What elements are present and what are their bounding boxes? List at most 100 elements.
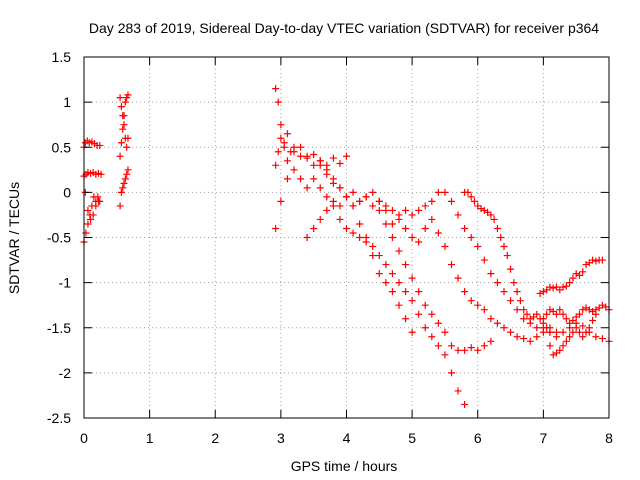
data-point (487, 270, 495, 278)
data-point (598, 335, 606, 343)
data-point (274, 148, 282, 156)
data-point (461, 288, 469, 296)
data-point (569, 274, 577, 282)
data-point (572, 324, 580, 332)
data-point (117, 139, 125, 147)
data-point (467, 193, 475, 201)
data-point (272, 161, 280, 169)
data-point (356, 234, 364, 241)
data-point (575, 271, 583, 279)
data-point (500, 288, 508, 296)
data-point (94, 193, 102, 201)
data-point (272, 224, 280, 232)
data-point (556, 346, 564, 354)
data-point (303, 184, 311, 192)
x-tick-label: 0 (80, 430, 88, 446)
data-point (121, 98, 129, 106)
data-point (523, 310, 531, 318)
x-tick-label: 7 (539, 430, 547, 446)
data-point (277, 197, 285, 205)
data-point (408, 328, 416, 336)
data-point (562, 282, 570, 290)
data-point (533, 310, 541, 318)
data-point (507, 265, 515, 273)
data-point (467, 234, 475, 241)
series-track-m (375, 188, 613, 345)
data-point (589, 256, 597, 264)
data-point (454, 387, 462, 395)
data-point (349, 188, 357, 196)
data-point (434, 229, 442, 237)
data-point (428, 197, 436, 205)
data-point (297, 143, 305, 151)
data-point (395, 301, 403, 309)
series-track-l (316, 161, 560, 345)
x-tick-label: 4 (343, 430, 351, 446)
data-point (464, 188, 472, 196)
data-point (96, 141, 104, 149)
data-point (116, 202, 124, 210)
data-point (549, 351, 557, 359)
data-point (507, 297, 515, 305)
data-point (119, 184, 127, 192)
data-point (277, 134, 285, 142)
chart-title: Day 283 of 2019, Sidereal Day-to-day VTE… (89, 20, 599, 36)
data-point (497, 234, 505, 241)
x-tick-label: 1 (146, 430, 154, 446)
data-point (388, 206, 396, 214)
data-point (448, 261, 455, 269)
data-point (490, 215, 498, 223)
y-tick-label: 1.5 (52, 49, 72, 65)
data-point (559, 283, 567, 291)
data-point (329, 154, 337, 162)
data-point (526, 315, 534, 323)
data-point (543, 324, 551, 332)
y-tick-label: -0.5 (47, 230, 71, 246)
series-track-q (546, 310, 600, 359)
series-track-j (272, 143, 469, 408)
data-point (349, 202, 357, 210)
data-point (343, 224, 350, 232)
data-point (123, 143, 131, 151)
data-point (310, 150, 318, 158)
data-point (329, 197, 337, 205)
data-point (510, 279, 518, 287)
data-point (274, 98, 282, 106)
data-point (526, 337, 534, 345)
x-tick-label: 2 (211, 430, 219, 446)
series-track-o (536, 256, 606, 297)
data-point (124, 91, 132, 99)
data-point (336, 202, 344, 210)
data-point (592, 310, 600, 318)
data-point (421, 224, 429, 232)
data-point (559, 310, 567, 318)
data-point (441, 188, 449, 196)
data-point (589, 317, 597, 325)
data-point (375, 270, 383, 278)
data-point (415, 310, 423, 318)
data-point (402, 288, 410, 296)
data-point (428, 215, 436, 223)
data-point (533, 324, 541, 332)
data-point (402, 315, 410, 323)
data-point (549, 284, 557, 292)
data-point (395, 247, 403, 255)
data-point (421, 202, 429, 210)
data-point (303, 152, 311, 160)
data-point (415, 288, 423, 296)
data-point (566, 279, 574, 287)
data-point (441, 328, 449, 336)
data-point (513, 306, 521, 314)
data-point (283, 157, 291, 165)
y-tick-label: -1.5 (47, 320, 71, 336)
data-point (546, 342, 554, 350)
data-point (480, 342, 488, 350)
data-point (402, 224, 410, 232)
data-point (323, 206, 331, 214)
data-point (428, 333, 436, 341)
data-point (566, 333, 574, 341)
data-point (123, 170, 131, 178)
data-point (572, 270, 580, 278)
series-track-g (116, 166, 132, 210)
data-point (369, 252, 377, 260)
